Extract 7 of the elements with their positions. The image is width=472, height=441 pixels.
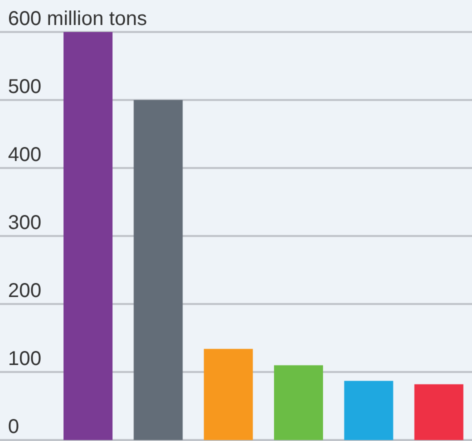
y-tick-label: 600 million tons [8, 8, 147, 30]
y-tick-label: 0 [8, 416, 20, 438]
y-tick-label: 100 [8, 348, 42, 370]
y-tick-label: 500 [8, 76, 42, 98]
y-tick-label: 400 [8, 144, 42, 166]
y-tick-label: 300 [8, 212, 42, 234]
y-tick-label: 200 [8, 280, 42, 302]
